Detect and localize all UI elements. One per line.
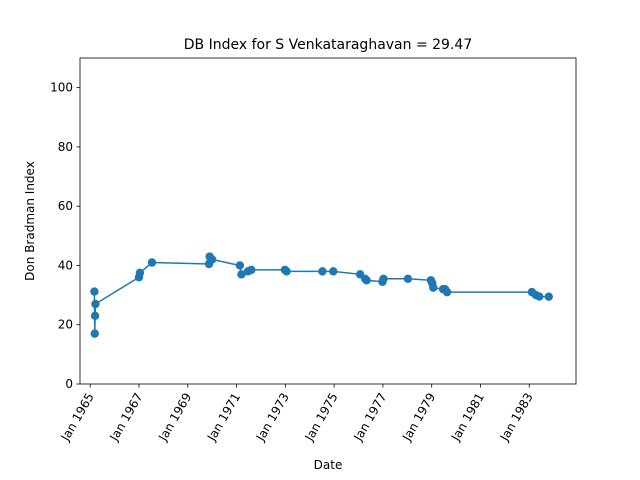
data-point — [544, 292, 553, 301]
y-tick-label: 60 — [58, 199, 73, 213]
data-point — [247, 265, 256, 275]
x-tick-label: Jan 1971 — [204, 391, 243, 445]
data-point — [90, 287, 99, 296]
y-tick-label: 40 — [58, 258, 73, 272]
chart-title: DB Index for S Venkataraghavan = 29.47 — [184, 37, 472, 53]
y-axis-label: Don Bradman Index — [23, 161, 37, 281]
data-point — [235, 261, 245, 270]
data-point — [207, 255, 217, 264]
x-tick-label: Jan 1977 — [350, 391, 389, 445]
x-tick-label: Jan 1969 — [155, 391, 194, 445]
data-point — [379, 274, 388, 283]
data-point — [135, 268, 145, 278]
x-tick-label: Jan 1979 — [399, 391, 438, 445]
data-point — [282, 267, 291, 276]
y-tick-label: 100 — [50, 81, 73, 95]
x-tick-label: Jan 1975 — [302, 391, 341, 445]
data-point — [90, 329, 99, 338]
data-point — [91, 299, 100, 309]
data-point — [90, 311, 100, 321]
data-point — [362, 276, 371, 285]
x-tick-label: Jan 1981 — [448, 391, 487, 445]
data-point — [329, 267, 338, 276]
y-tick-label: 0 — [65, 377, 73, 391]
x-tick-label: Jan 1967 — [107, 391, 146, 445]
y-tick-label: 80 — [58, 140, 73, 154]
x-tick-label: Jan 1965 — [58, 391, 97, 445]
x-tick-label: Jan 1973 — [253, 391, 292, 445]
plot-area: 0 20 40 60 80 100 Jan 1965 Jan 1967 Jan 1969 Jan … — [50, 57, 577, 445]
data-point — [318, 267, 327, 276]
data-point — [442, 287, 452, 297]
x-axis-label: Date — [314, 458, 343, 472]
axes-frame — [79, 57, 577, 385]
data-point — [429, 283, 438, 292]
x-tick-label: Jan 1983 — [497, 391, 536, 445]
data-point — [535, 292, 544, 301]
data-point — [403, 274, 413, 283]
y-tick-label: 20 — [58, 318, 73, 332]
data-point — [147, 258, 157, 267]
data-point — [237, 270, 246, 279]
